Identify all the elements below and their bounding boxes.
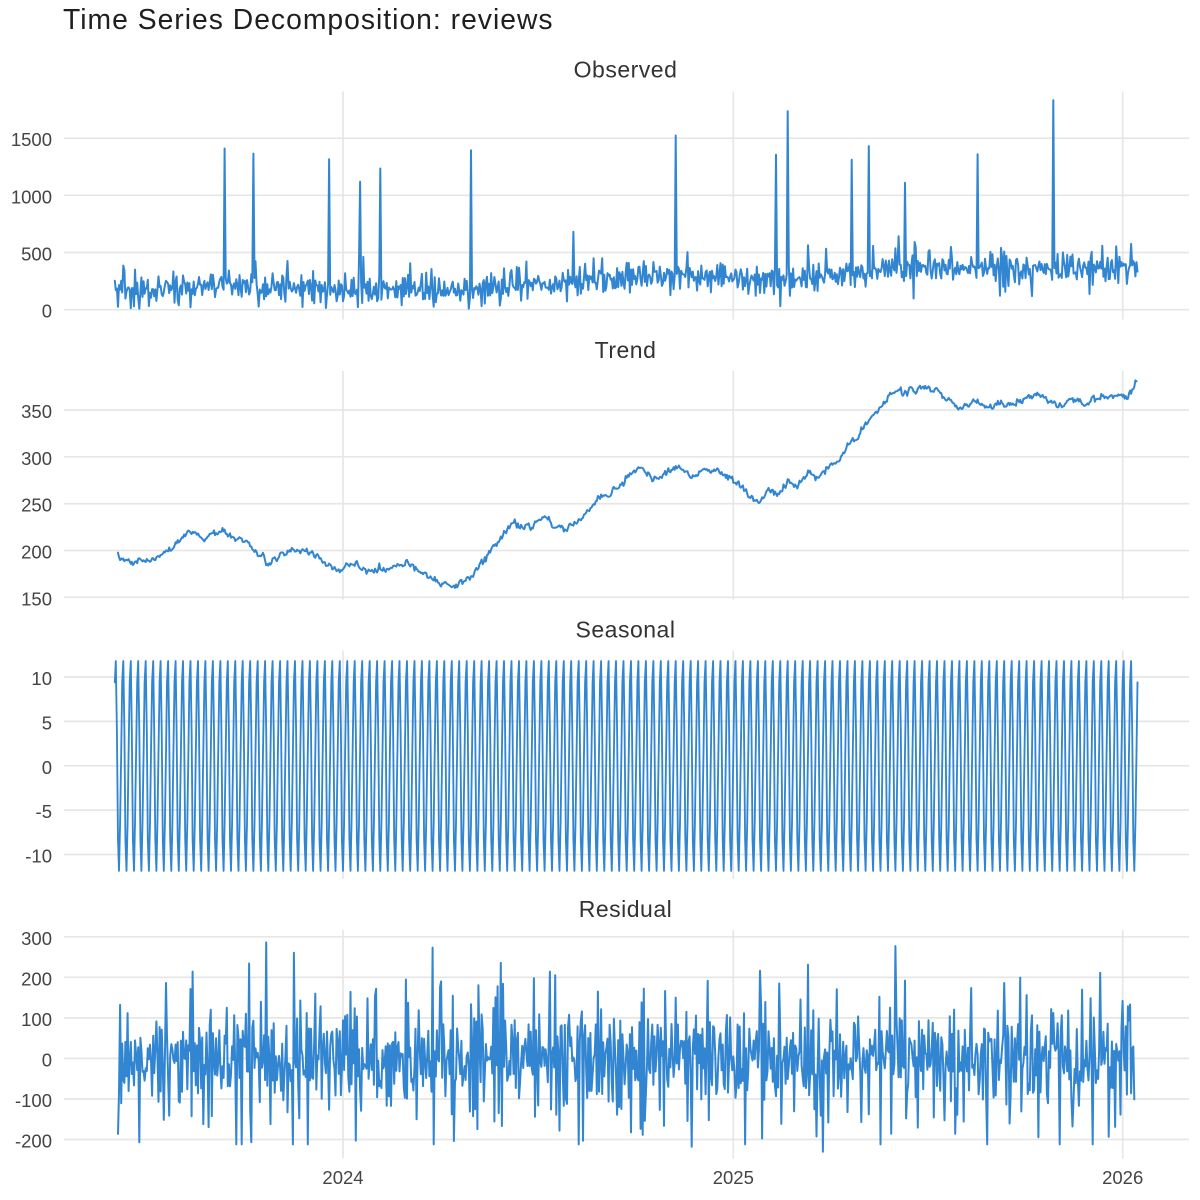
svg-text:350: 350	[21, 401, 52, 422]
svg-text:300: 300	[21, 928, 52, 949]
svg-text:0: 0	[42, 1049, 52, 1070]
svg-text:0: 0	[42, 301, 52, 322]
svg-text:100: 100	[21, 1009, 52, 1030]
svg-text:Observed: Observed	[574, 57, 678, 83]
svg-text:150: 150	[21, 588, 52, 609]
svg-text:200: 200	[21, 968, 52, 989]
svg-text:1500: 1500	[11, 129, 52, 150]
svg-text:2025: 2025	[713, 1167, 754, 1188]
svg-text:-5: -5	[36, 801, 52, 822]
svg-text:0: 0	[42, 757, 52, 778]
svg-text:5: 5	[42, 712, 52, 733]
svg-text:-10: -10	[25, 846, 52, 867]
svg-text:2026: 2026	[1102, 1167, 1143, 1188]
svg-text:2024: 2024	[322, 1167, 363, 1188]
svg-text:10: 10	[31, 668, 52, 689]
svg-text:500: 500	[21, 244, 52, 265]
svg-text:Trend: Trend	[595, 337, 657, 363]
svg-text:Seasonal: Seasonal	[576, 617, 676, 643]
svg-text:Time Series Decomposition: rev: Time Series Decomposition: reviews	[63, 3, 554, 35]
svg-text:200: 200	[21, 542, 52, 563]
svg-text:1000: 1000	[11, 186, 52, 207]
svg-text:Residual: Residual	[579, 896, 673, 922]
svg-text:250: 250	[21, 495, 52, 516]
svg-text:300: 300	[21, 448, 52, 469]
svg-text:-100: -100	[15, 1090, 52, 1111]
svg-text:-200: -200	[15, 1131, 52, 1152]
